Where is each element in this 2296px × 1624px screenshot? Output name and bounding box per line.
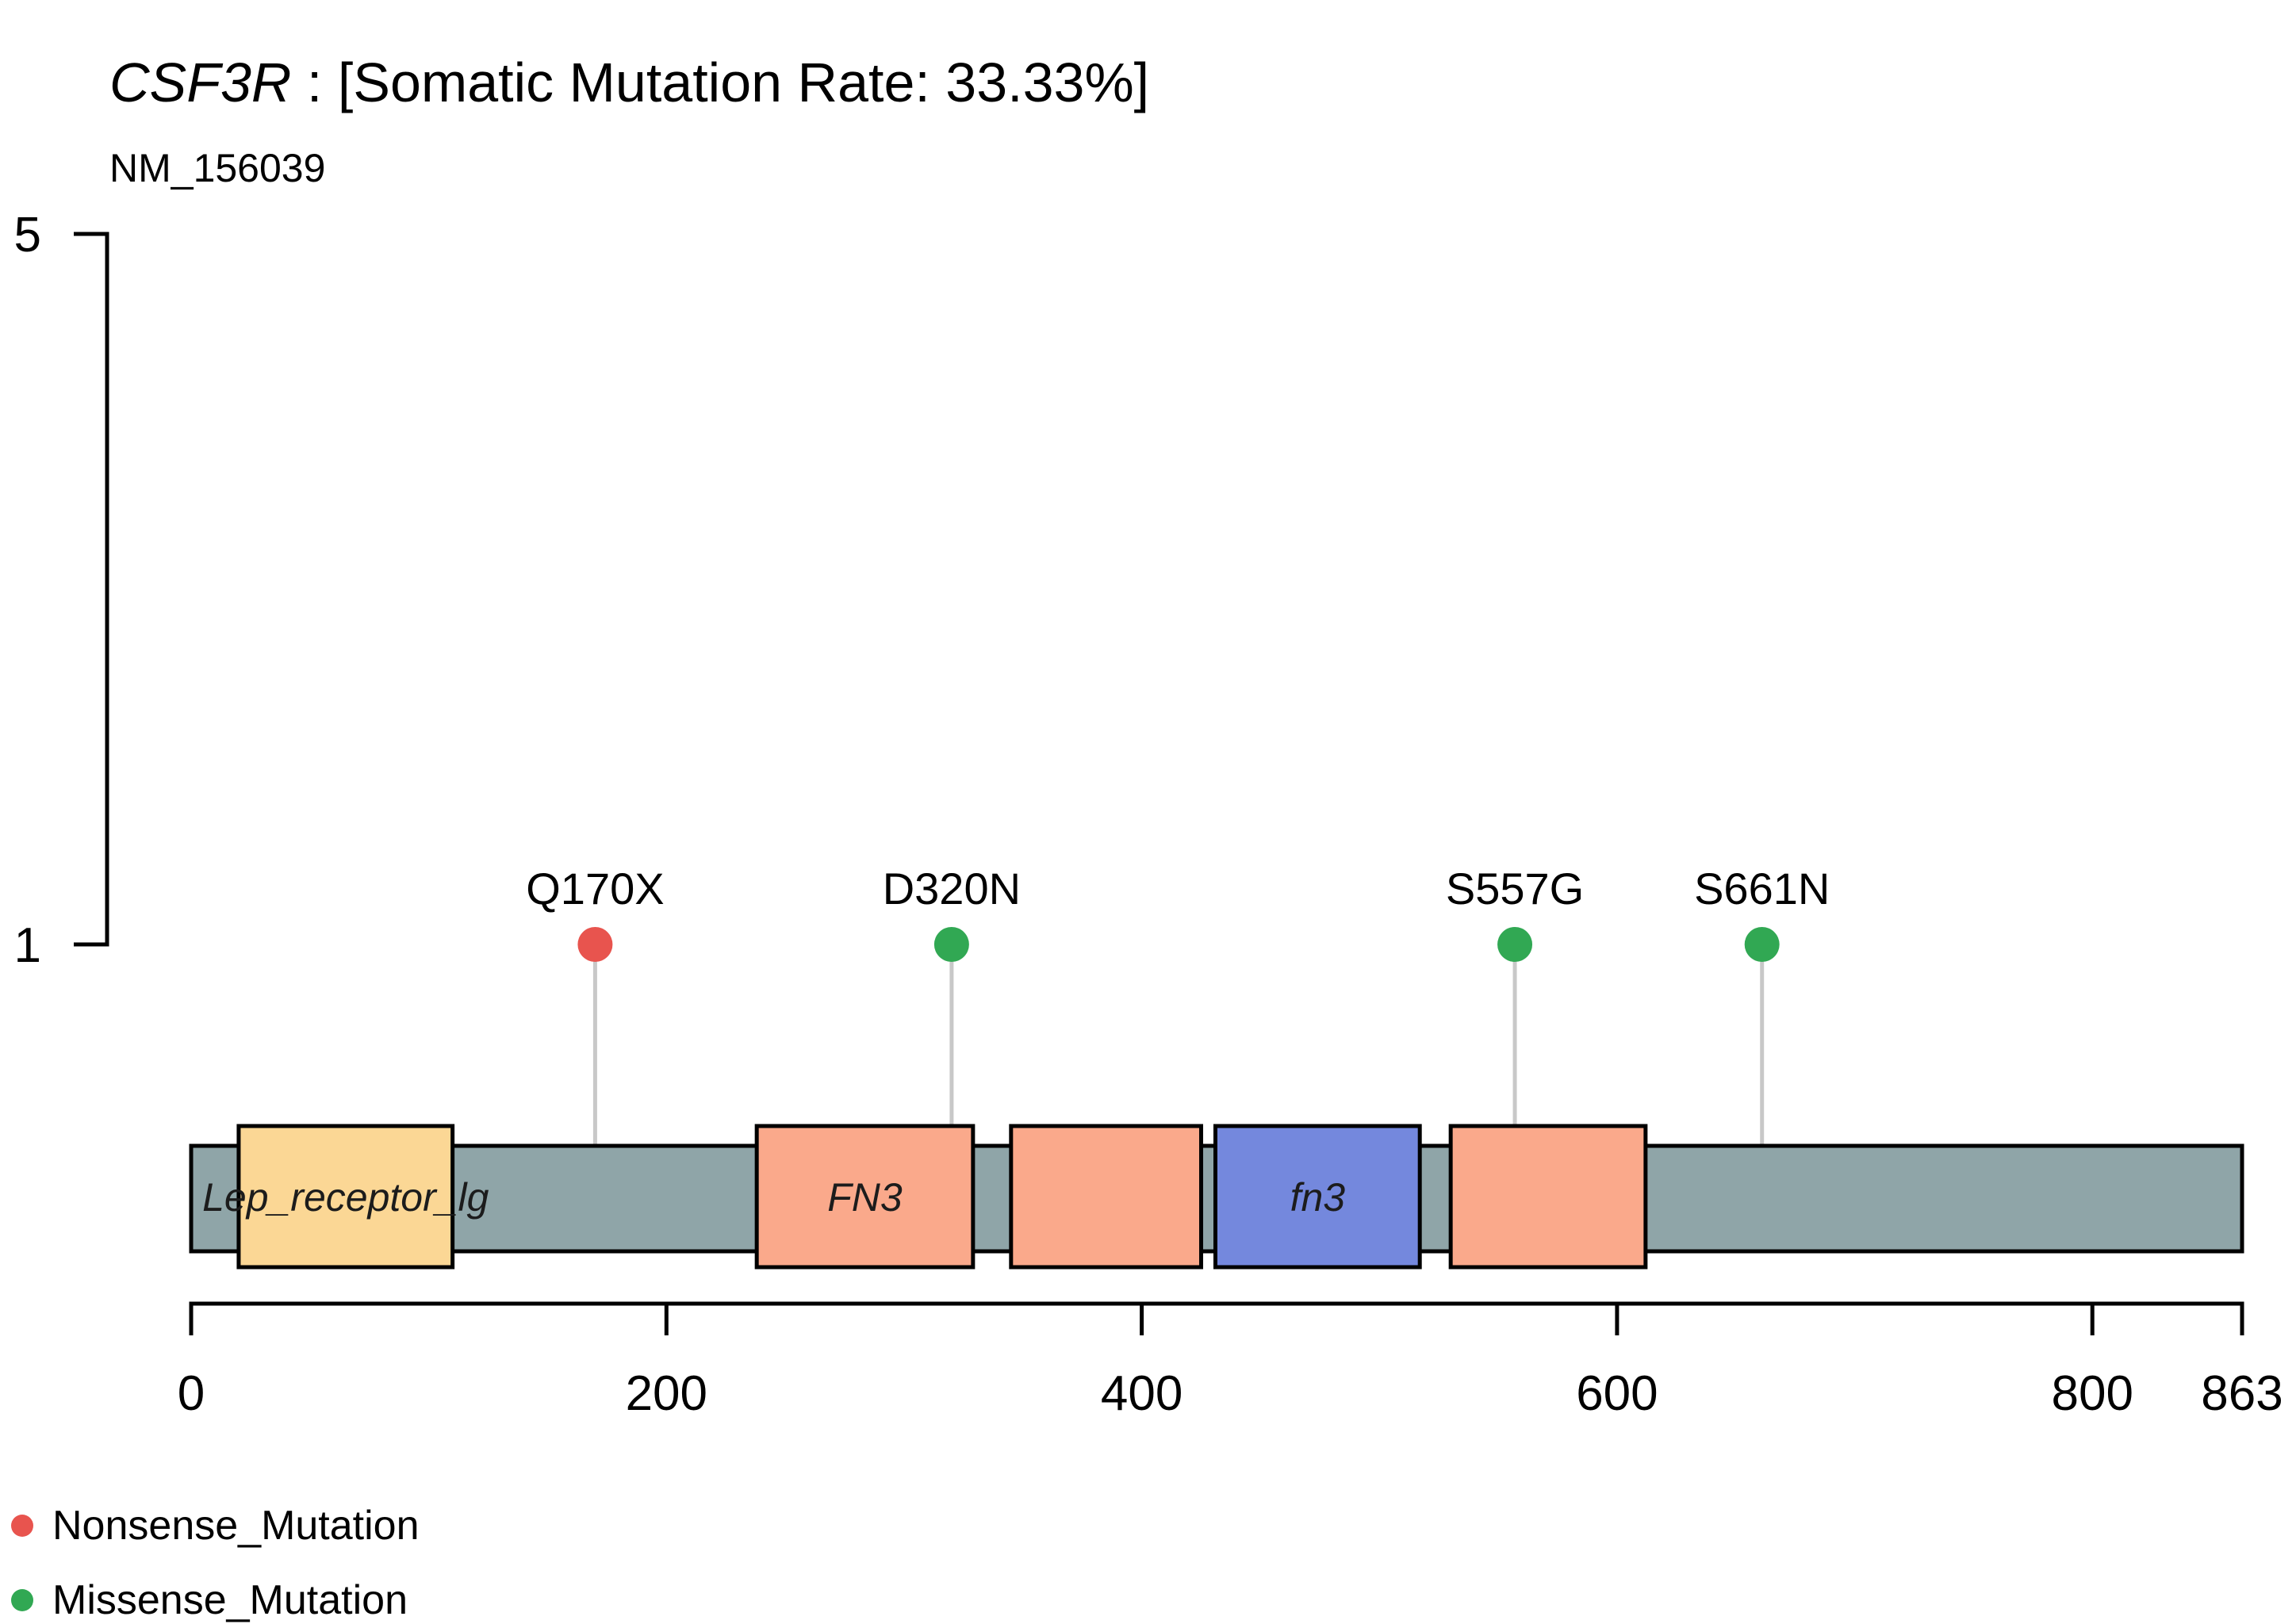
x-tick-label: 863: [2201, 1366, 2283, 1421]
x-tick-label: 400: [1101, 1366, 1182, 1421]
domain-label-fn3: fn3: [1290, 1175, 1346, 1220]
legend: Nonsense_Mutation Missense_Mutation: [11, 1502, 420, 1624]
transcript-id: NM_156039: [109, 146, 326, 190]
domain-fn3: [1213, 1124, 1422, 1270]
mutation-label-Q170X: Q170X: [526, 864, 664, 914]
y-axis: [74, 232, 109, 947]
domain-Lep_receptor_lg: [236, 1124, 455, 1270]
legend-row-Nonsense_Mutation: Nonsense_Mutation: [11, 1502, 420, 1549]
mutation-label-S661N: S661N: [1694, 864, 1830, 914]
plot-header: CSF3R : [Somatic Mutation Rate: 33.33%] …: [109, 24, 1149, 219]
mutation-label-S557G: S557G: [1446, 864, 1584, 914]
mutation-label-D320N: D320N: [883, 864, 1021, 914]
domain-label-Lep_receptor_lg: Lep_receptor_lg: [202, 1175, 489, 1220]
x-tick-label: 600: [1576, 1366, 1658, 1421]
legend-dot-icon: [11, 1515, 33, 1537]
legend-dot-icon: [11, 1589, 33, 1611]
gene-name: CSF3R: [109, 52, 292, 113]
lollipop-head-S661N: [1744, 927, 1780, 962]
page-title: CSF3R : [Somatic Mutation Rate: 33.33%]: [109, 52, 1149, 113]
domain-label-FN3: FN3: [827, 1175, 903, 1220]
legend-row-Missense_Mutation: Missense_Mutation: [11, 1576, 420, 1624]
x-tick-label: 0: [178, 1366, 205, 1421]
x-tick-label: 800: [2051, 1366, 2133, 1421]
x-tick-label: 200: [626, 1366, 707, 1421]
legend-label: Missense_Mutation: [52, 1577, 408, 1623]
title-rate-text: : [Somatic Mutation Rate: 33.33%]: [291, 52, 1150, 113]
lollipop-head-S557G: [1497, 927, 1533, 962]
lollipop-head-Q170X: [577, 927, 613, 962]
y-tick-label: 5: [14, 208, 41, 262]
y-tick-label: 1: [14, 918, 41, 973]
legend-label: Nonsense_Mutation: [52, 1503, 420, 1549]
domain-FN3: [1448, 1124, 1648, 1270]
lollipop-head-D320N: [933, 927, 969, 962]
domain-FN3: [754, 1124, 976, 1270]
domain-FN3: [1009, 1124, 1204, 1270]
